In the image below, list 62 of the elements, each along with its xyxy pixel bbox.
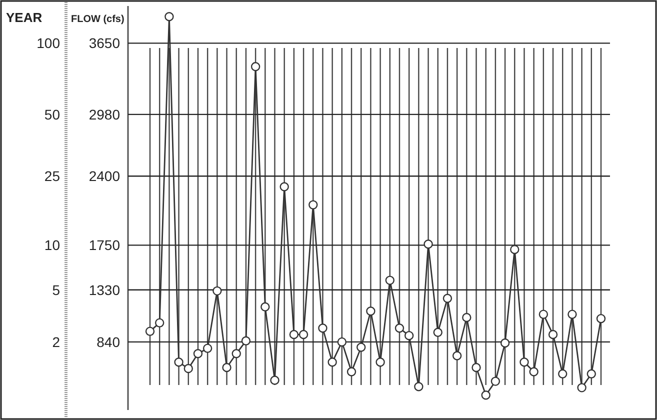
point <box>568 310 577 319</box>
point <box>500 338 510 348</box>
y-tick-label: 1750 <box>88 237 120 254</box>
y-tick-label: 3650 <box>88 35 120 52</box>
point <box>212 286 222 296</box>
point <box>490 376 500 386</box>
point <box>298 330 308 340</box>
text: 10 <box>44 237 60 254</box>
point <box>510 244 520 254</box>
point <box>452 351 462 360</box>
point <box>241 336 251 346</box>
point <box>145 326 155 336</box>
point <box>424 240 433 249</box>
point <box>289 330 299 340</box>
point <box>414 382 424 392</box>
point <box>385 276 394 285</box>
point <box>472 362 481 372</box>
point <box>376 358 385 367</box>
point <box>184 364 193 374</box>
point <box>346 367 356 376</box>
point <box>174 358 184 367</box>
point <box>260 302 270 312</box>
point <box>318 324 328 333</box>
point <box>577 383 586 392</box>
point <box>433 328 442 337</box>
y-tick-label: 1330 <box>88 282 120 298</box>
point <box>193 349 203 358</box>
point <box>538 310 548 319</box>
point <box>250 62 260 72</box>
point <box>328 358 337 367</box>
y-tick-label: 2400 <box>88 168 120 184</box>
text: 5 <box>52 282 60 298</box>
point <box>558 369 568 378</box>
point <box>280 182 289 192</box>
point <box>596 314 606 324</box>
point <box>404 330 414 340</box>
text: 50 <box>44 106 60 122</box>
point <box>356 342 366 352</box>
y-tick-label: 2980 <box>88 106 120 122</box>
point <box>442 294 452 303</box>
y-axis-title: FLOW (cfs) <box>71 14 124 25</box>
point <box>520 358 529 367</box>
point <box>222 362 232 372</box>
point <box>232 349 241 358</box>
y-tick-label: 840 <box>96 334 120 350</box>
point <box>164 12 174 22</box>
point <box>462 312 472 322</box>
point <box>337 337 347 347</box>
text: YEAR <box>6 10 43 25</box>
point <box>548 330 558 340</box>
point <box>154 318 164 328</box>
text: 25 <box>44 168 60 184</box>
text: 100 <box>36 35 60 52</box>
point <box>481 390 490 400</box>
point <box>202 344 212 353</box>
point <box>529 367 538 376</box>
point <box>270 376 280 385</box>
point <box>366 306 376 316</box>
point <box>586 369 596 378</box>
point <box>394 324 404 333</box>
point <box>308 200 318 210</box>
text: 2 <box>52 334 60 350</box>
